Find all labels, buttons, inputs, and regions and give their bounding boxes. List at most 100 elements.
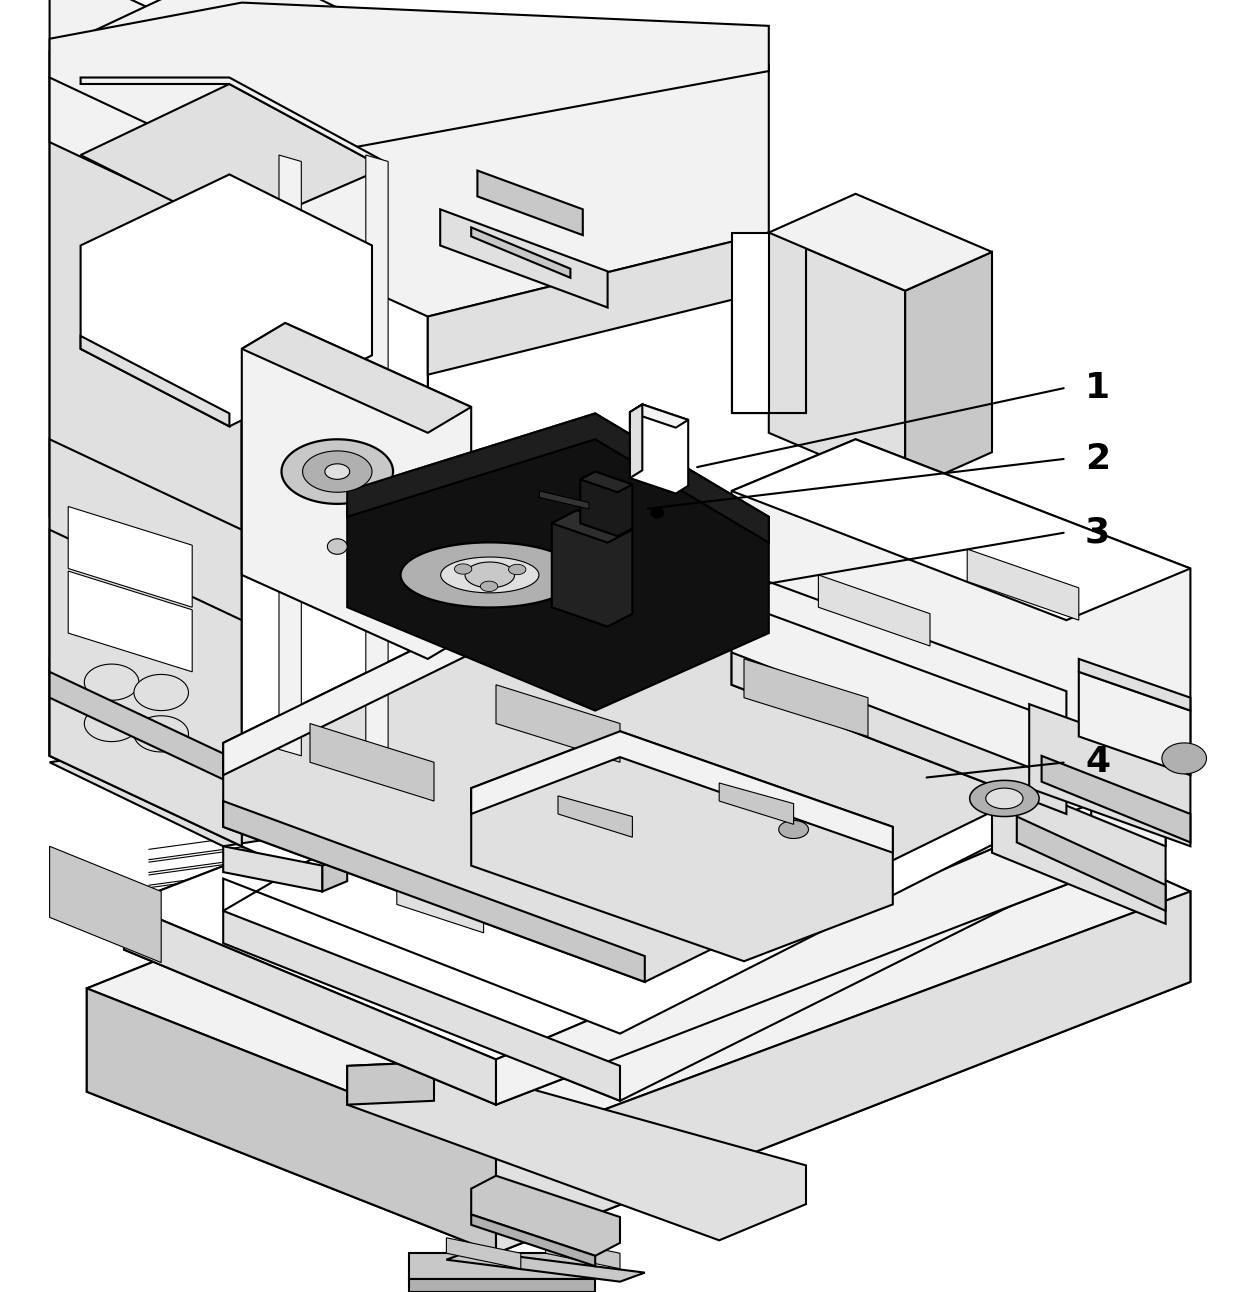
Polygon shape: [401, 543, 579, 607]
Polygon shape: [630, 404, 642, 478]
Polygon shape: [242, 52, 428, 930]
Polygon shape: [81, 336, 229, 426]
Polygon shape: [446, 1251, 645, 1282]
Polygon shape: [766, 813, 821, 846]
Polygon shape: [496, 685, 620, 762]
Polygon shape: [68, 506, 192, 607]
Polygon shape: [477, 171, 583, 235]
Polygon shape: [242, 58, 428, 833]
Polygon shape: [471, 1176, 620, 1256]
Polygon shape: [496, 775, 1166, 1105]
Polygon shape: [327, 539, 347, 554]
Polygon shape: [428, 233, 769, 375]
Polygon shape: [651, 508, 663, 518]
Polygon shape: [81, 84, 384, 233]
Polygon shape: [242, 26, 769, 317]
Polygon shape: [769, 194, 992, 291]
Polygon shape: [50, 530, 242, 846]
Polygon shape: [769, 233, 806, 413]
Polygon shape: [970, 780, 1039, 817]
Polygon shape: [124, 646, 1166, 1105]
Polygon shape: [81, 174, 372, 426]
Polygon shape: [50, 846, 161, 963]
Polygon shape: [818, 575, 930, 646]
Polygon shape: [967, 549, 1079, 620]
Polygon shape: [905, 252, 992, 491]
Polygon shape: [134, 716, 188, 752]
Polygon shape: [347, 1062, 434, 1105]
Polygon shape: [1017, 817, 1166, 911]
Polygon shape: [440, 209, 608, 307]
Polygon shape: [50, 3, 769, 168]
Polygon shape: [242, 323, 471, 433]
Polygon shape: [223, 536, 1066, 775]
Polygon shape: [223, 846, 322, 891]
Polygon shape: [87, 988, 496, 1253]
Polygon shape: [50, 439, 242, 762]
Polygon shape: [325, 464, 350, 479]
Polygon shape: [134, 674, 188, 711]
Polygon shape: [50, 659, 242, 846]
Polygon shape: [50, 78, 242, 607]
Text: 2: 2: [1085, 442, 1110, 475]
Polygon shape: [347, 413, 769, 543]
Polygon shape: [630, 404, 688, 494]
Polygon shape: [558, 796, 632, 837]
Polygon shape: [50, 672, 242, 788]
Polygon shape: [732, 233, 806, 413]
Polygon shape: [322, 855, 347, 891]
Polygon shape: [87, 711, 1190, 1253]
Polygon shape: [471, 731, 893, 853]
Polygon shape: [1162, 743, 1207, 774]
Polygon shape: [124, 646, 1166, 1059]
Polygon shape: [630, 404, 688, 428]
Polygon shape: [303, 451, 372, 492]
Polygon shape: [68, 571, 192, 672]
Polygon shape: [366, 155, 388, 756]
Polygon shape: [50, 0, 242, 846]
Polygon shape: [50, 52, 428, 233]
Polygon shape: [347, 413, 769, 711]
Polygon shape: [124, 904, 496, 1105]
Polygon shape: [310, 724, 434, 801]
Text: 3: 3: [1085, 516, 1110, 549]
Polygon shape: [1079, 672, 1190, 775]
Polygon shape: [81, 78, 384, 168]
Polygon shape: [682, 756, 781, 801]
Polygon shape: [87, 711, 1190, 1150]
Polygon shape: [992, 775, 1166, 924]
Text: 1: 1: [1085, 371, 1110, 404]
Polygon shape: [471, 227, 570, 278]
Polygon shape: [1079, 659, 1190, 711]
Polygon shape: [480, 581, 497, 592]
Polygon shape: [580, 472, 632, 536]
Polygon shape: [50, 698, 242, 846]
Polygon shape: [595, 870, 682, 933]
Polygon shape: [397, 870, 484, 933]
Polygon shape: [50, 743, 347, 846]
Polygon shape: [465, 562, 515, 588]
Polygon shape: [779, 820, 808, 839]
Polygon shape: [471, 1214, 595, 1266]
Polygon shape: [84, 705, 139, 742]
Polygon shape: [223, 536, 1066, 982]
Polygon shape: [279, 155, 301, 756]
Polygon shape: [223, 911, 620, 1101]
Polygon shape: [732, 439, 1190, 814]
Polygon shape: [242, 233, 428, 691]
Polygon shape: [496, 891, 1190, 1253]
Polygon shape: [50, 0, 428, 142]
Polygon shape: [84, 664, 139, 700]
Polygon shape: [281, 439, 393, 504]
Polygon shape: [732, 439, 1190, 620]
Polygon shape: [223, 678, 1091, 1034]
Polygon shape: [539, 491, 589, 509]
Polygon shape: [769, 233, 905, 491]
Polygon shape: [744, 659, 868, 736]
Polygon shape: [446, 1238, 521, 1269]
Polygon shape: [719, 783, 794, 824]
Polygon shape: [1029, 704, 1190, 846]
Polygon shape: [347, 1062, 806, 1240]
Polygon shape: [508, 565, 526, 575]
Polygon shape: [409, 1279, 595, 1292]
